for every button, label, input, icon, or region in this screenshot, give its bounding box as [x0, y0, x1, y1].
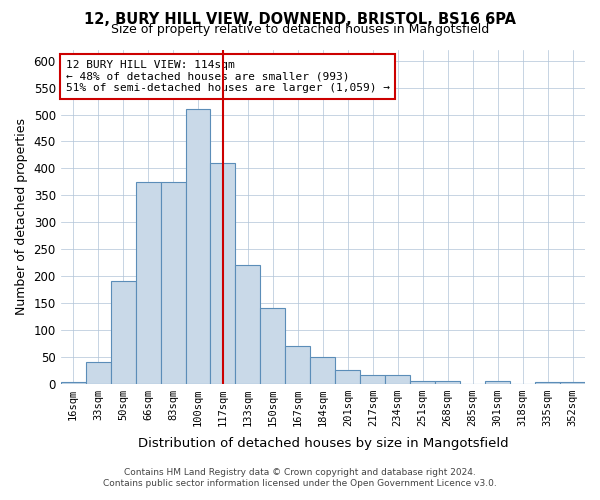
X-axis label: Distribution of detached houses by size in Mangotsfield: Distribution of detached houses by size … — [137, 437, 508, 450]
Bar — [161, 182, 185, 384]
Bar — [235, 265, 260, 384]
Bar — [535, 382, 560, 384]
Bar — [86, 362, 110, 384]
Text: 12 BURY HILL VIEW: 114sqm
← 48% of detached houses are smaller (993)
51% of semi: 12 BURY HILL VIEW: 114sqm ← 48% of detac… — [66, 60, 390, 93]
Bar — [335, 370, 360, 384]
Bar — [485, 381, 510, 384]
Bar — [260, 308, 286, 384]
Text: Contains HM Land Registry data © Crown copyright and database right 2024.
Contai: Contains HM Land Registry data © Crown c… — [103, 468, 497, 487]
Bar — [385, 376, 410, 384]
Bar — [360, 376, 385, 384]
Bar — [211, 163, 235, 384]
Bar — [61, 382, 86, 384]
Bar — [136, 182, 161, 384]
Bar — [560, 382, 585, 384]
Text: 12, BURY HILL VIEW, DOWNEND, BRISTOL, BS16 6PA: 12, BURY HILL VIEW, DOWNEND, BRISTOL, BS… — [84, 12, 516, 28]
Bar — [435, 381, 460, 384]
Bar — [310, 356, 335, 384]
Bar — [110, 282, 136, 384]
Bar — [286, 346, 310, 384]
Bar — [410, 381, 435, 384]
Bar — [185, 109, 211, 384]
Y-axis label: Number of detached properties: Number of detached properties — [15, 118, 28, 316]
Text: Size of property relative to detached houses in Mangotsfield: Size of property relative to detached ho… — [111, 22, 489, 36]
